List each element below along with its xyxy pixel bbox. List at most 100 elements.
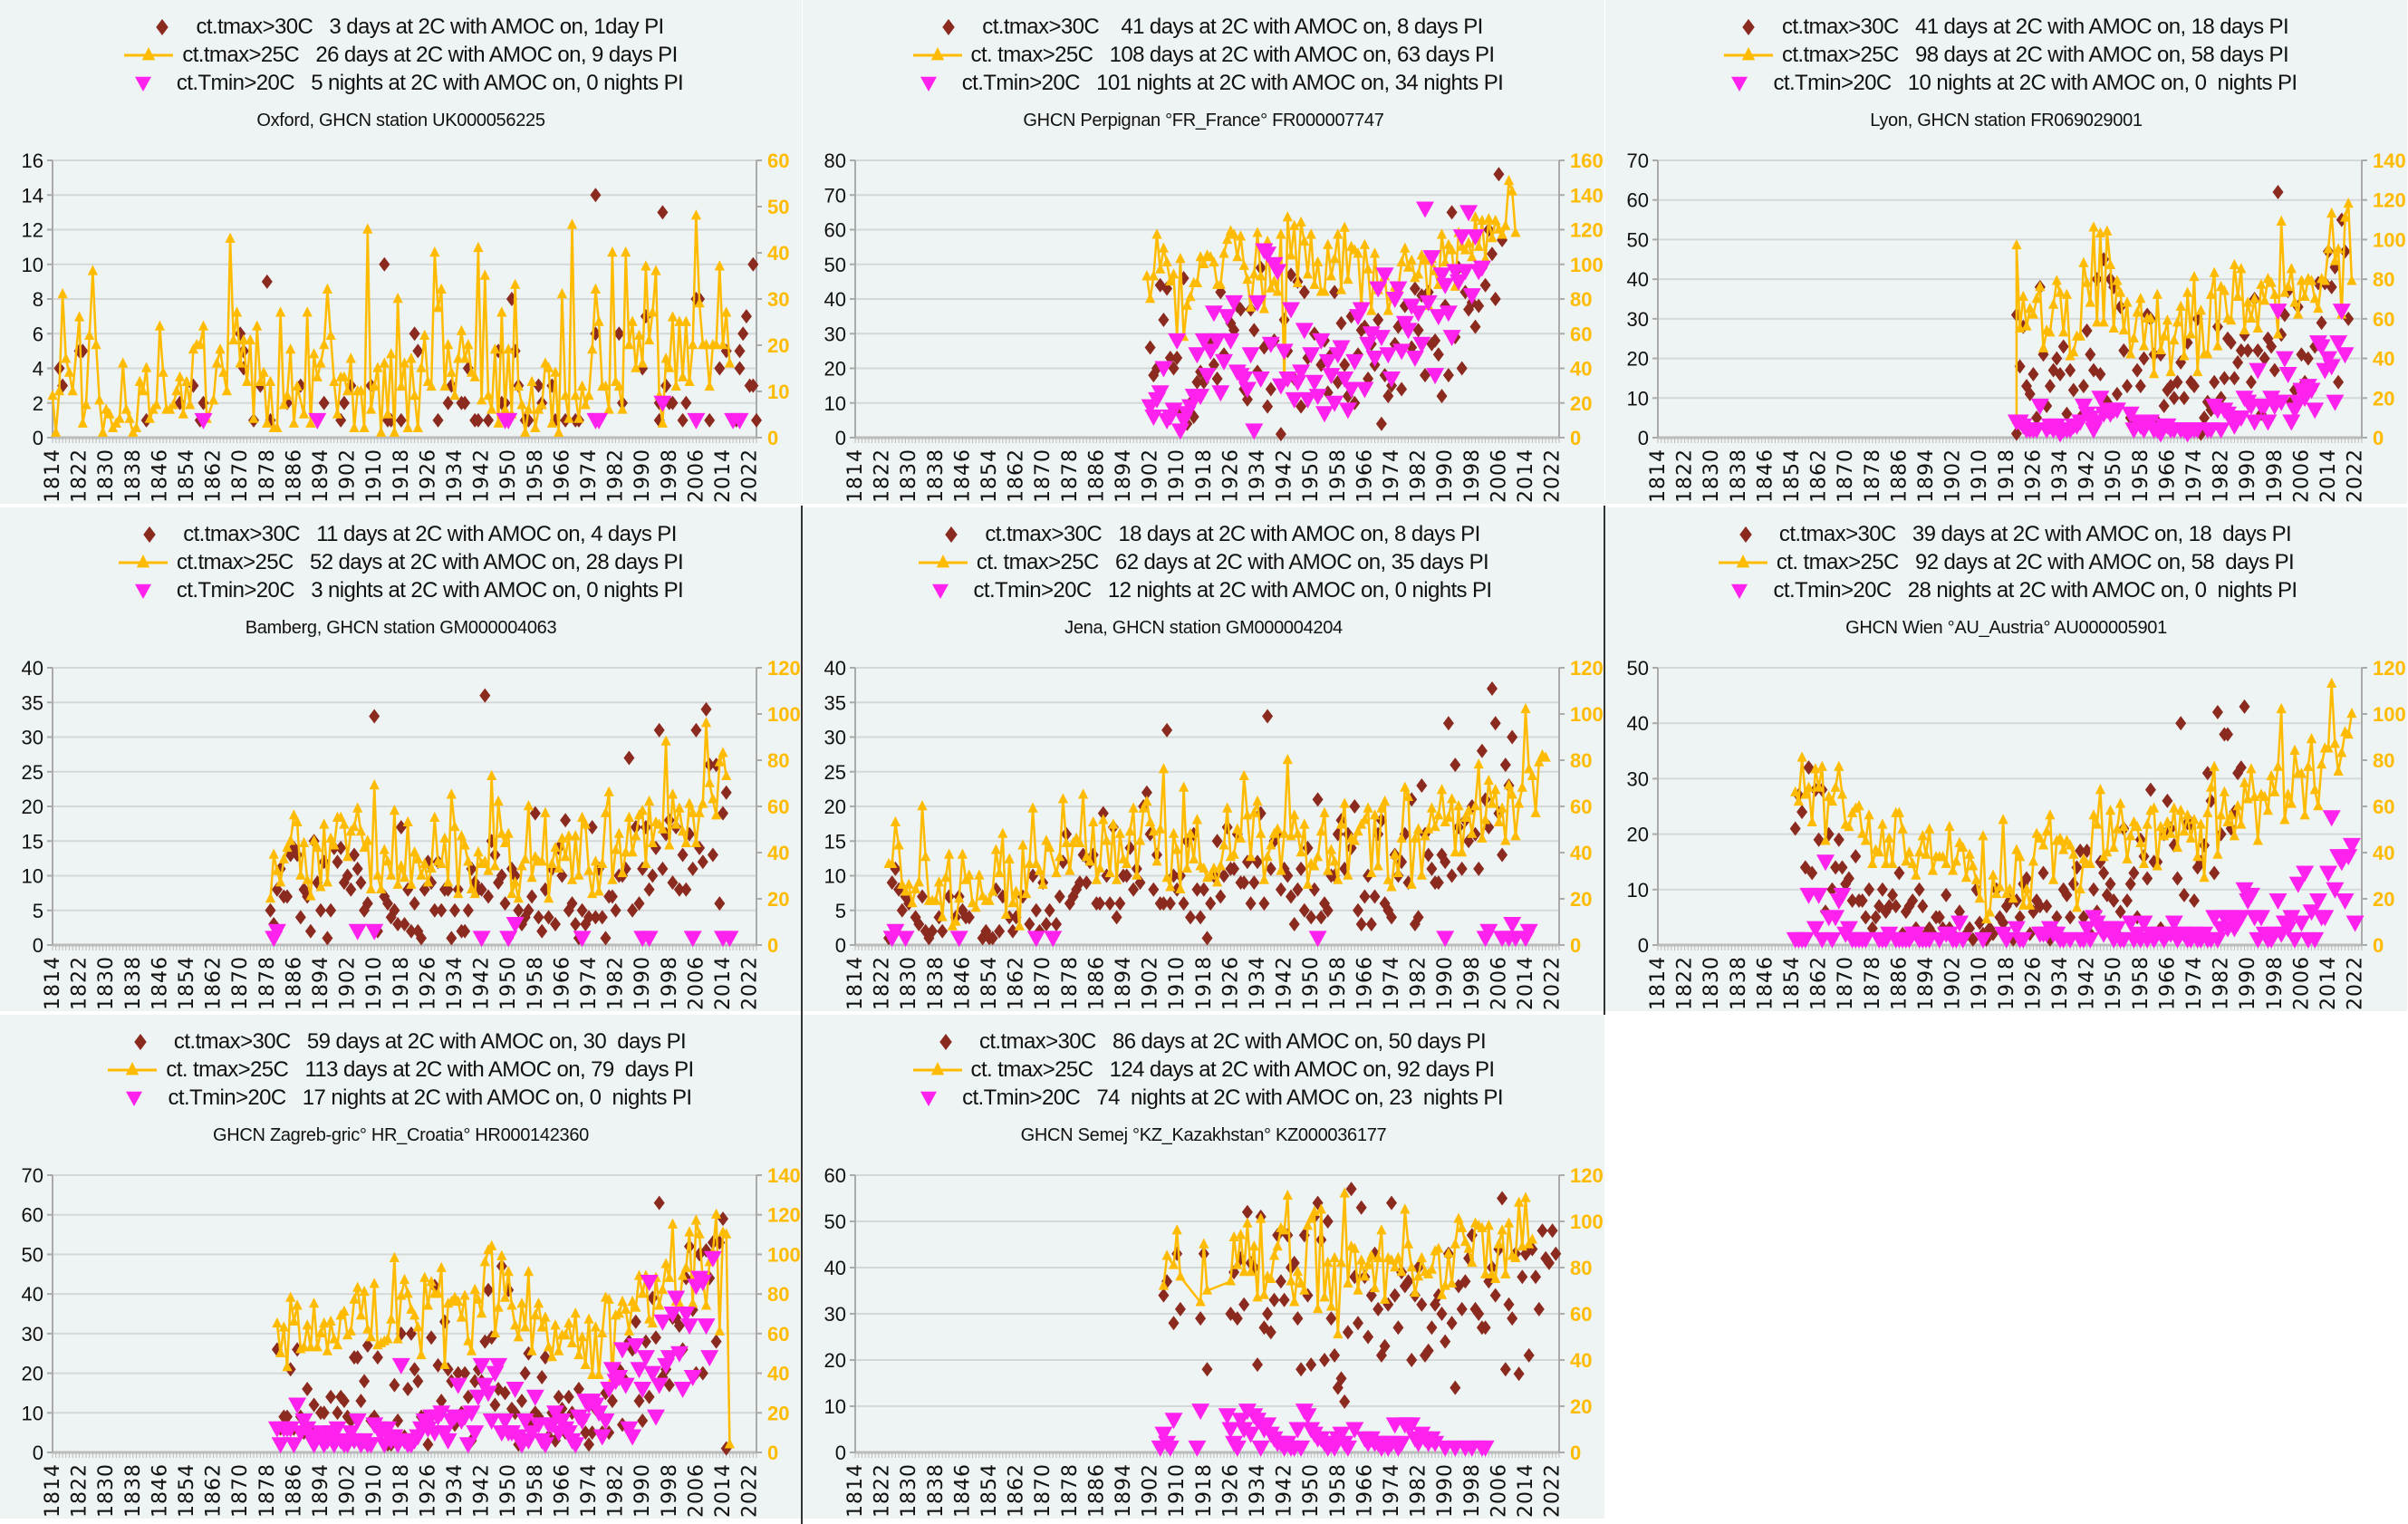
data-point: [1459, 244, 1470, 255]
data-point: [416, 931, 427, 946]
legend-label: ct.tmax>30C 41 days at 2C with AMOC on, …: [982, 14, 1483, 39]
data-point: [1241, 391, 1253, 407]
data-point: [1500, 834, 1511, 845]
data-point: [2222, 727, 2233, 742]
data-point: [603, 786, 614, 796]
legend-entry: ct.tmax>30C 41 days at 2C with AMOC on, …: [924, 13, 1483, 41]
data-point: [708, 793, 718, 804]
data-point: [466, 1425, 485, 1442]
data-point: [1302, 347, 1321, 364]
data-point: [694, 806, 705, 817]
data-point: [51, 426, 62, 438]
x-tick-label: 1974: [2183, 956, 2206, 1010]
data-point: [2172, 374, 2183, 390]
chart-panel: ct.tmax>30C 18 days at 2C with AMOC on, …: [803, 507, 1604, 1011]
data-point: [1148, 368, 1160, 383]
x-tick-label: 2014: [2317, 956, 2340, 1010]
data-point: [2132, 820, 2143, 832]
data-point: [718, 747, 728, 757]
data-point: [2241, 887, 2260, 904]
data-point: [298, 408, 310, 419]
data-point: [1325, 1300, 1336, 1311]
data-point: [288, 417, 299, 428]
data-point: [600, 380, 612, 391]
data-point: [339, 1305, 350, 1317]
data-point: [1261, 336, 1280, 353]
data-point: [1189, 853, 1199, 863]
data-point: [2075, 883, 2085, 893]
data-point: [2168, 837, 2180, 853]
data-point: [362, 834, 373, 845]
data-point: [2010, 426, 2022, 441]
data-point: [2332, 304, 2351, 321]
data-point: [322, 876, 332, 887]
data-point: [1473, 861, 1485, 876]
y-right-tick-label: 0: [2373, 427, 2384, 449]
data-point: [2249, 293, 2260, 304]
x-tick-label: 1950: [2103, 449, 2125, 503]
data-point: [673, 882, 685, 897]
legend-label: ct.Tmin>20C 101 nights at 2C with AMOC o…: [961, 70, 1504, 95]
data-point: [399, 917, 410, 932]
data-point: [1188, 347, 1207, 364]
x-tick-label: 1902: [337, 956, 360, 1010]
data-point: [1168, 827, 1180, 838]
x-tick-label: 1982: [1408, 449, 1430, 503]
data-point: [114, 412, 125, 423]
data-point: [2051, 351, 2063, 366]
y-left-tick-label: 70: [22, 1164, 43, 1187]
legend-marker-icon: [1721, 524, 1770, 545]
data-point: [1352, 302, 1371, 319]
data-point: [896, 902, 908, 918]
data-point: [499, 836, 511, 847]
data-point: [1960, 872, 1971, 883]
data-point: [483, 412, 494, 428]
data-point: [1459, 1235, 1470, 1247]
data-point: [305, 890, 316, 901]
data-point: [1349, 1242, 1360, 1253]
data-point: [1031, 857, 1042, 868]
data-point: [503, 827, 514, 838]
data-point: [396, 860, 407, 871]
data-point: [1363, 1259, 1373, 1269]
data-point: [2323, 243, 2334, 254]
x-tick-label: 1814: [844, 449, 867, 503]
data-point: [181, 375, 192, 386]
data-point: [2192, 851, 2203, 862]
data-point: [1323, 864, 1334, 875]
legend-marker-icon: [904, 1087, 953, 1109]
y-left-tick-label: 30: [22, 727, 43, 749]
x-tick-label: 1942: [1274, 1463, 1296, 1518]
data-point: [2061, 406, 2073, 421]
y-right-tick-label: 0: [767, 427, 778, 449]
data-point: [1433, 1242, 1444, 1253]
x-tick-label: 1974: [578, 1463, 601, 1518]
data-point: [2168, 391, 2180, 406]
data-point: [667, 395, 679, 410]
data-point: [1313, 256, 1324, 267]
data-point: [2178, 887, 2190, 902]
data-point: [389, 1251, 400, 1262]
x-tick-label: 1854: [176, 449, 198, 503]
data-point: [2145, 312, 2156, 323]
x-tick-label: 2014: [2317, 449, 2340, 503]
data-point: [2282, 414, 2301, 431]
data-point: [2268, 362, 2280, 378]
data-point: [519, 1365, 531, 1381]
data-point: [526, 889, 538, 904]
data-point: [1266, 282, 1276, 293]
legend-marker-icon: [904, 72, 953, 94]
x-tick-label: 1934: [444, 1463, 467, 1518]
data-point: [446, 931, 458, 946]
data-point: [633, 329, 645, 340]
data-point: [1171, 844, 1182, 854]
data-point: [292, 815, 303, 827]
data-point: [318, 395, 330, 410]
data-point: [483, 1282, 494, 1297]
data-point: [704, 412, 716, 428]
x-tick-label: 1966: [551, 449, 573, 503]
x-tick-label: 1982: [605, 449, 628, 503]
y-left-tick-label: 60: [22, 1204, 43, 1227]
data-point: [1205, 896, 1217, 912]
